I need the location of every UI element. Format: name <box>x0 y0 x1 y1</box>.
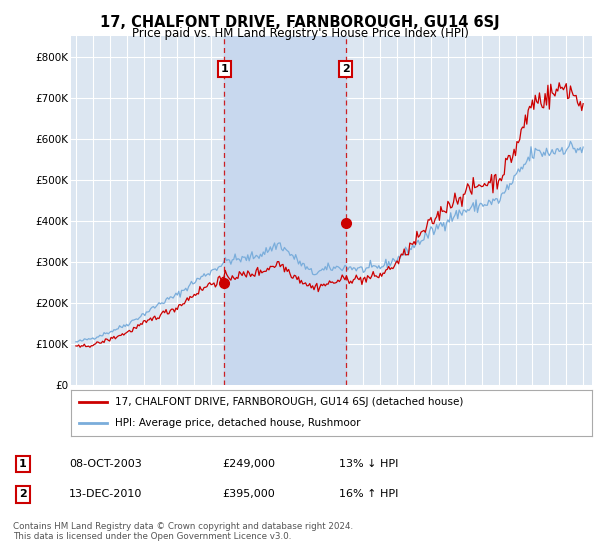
Text: Contains HM Land Registry data © Crown copyright and database right 2024.
This d: Contains HM Land Registry data © Crown c… <box>13 522 353 542</box>
Text: 1: 1 <box>220 64 228 74</box>
Text: Price paid vs. HM Land Registry's House Price Index (HPI): Price paid vs. HM Land Registry's House … <box>131 27 469 40</box>
Text: 17, CHALFONT DRIVE, FARNBOROUGH, GU14 6SJ: 17, CHALFONT DRIVE, FARNBOROUGH, GU14 6S… <box>100 15 500 30</box>
Text: 1: 1 <box>19 459 26 469</box>
Text: 2: 2 <box>19 489 26 500</box>
Text: £395,000: £395,000 <box>222 489 275 500</box>
Text: 16% ↑ HPI: 16% ↑ HPI <box>339 489 398 500</box>
Bar <box>224 36 346 385</box>
Text: 13-DEC-2010: 13-DEC-2010 <box>69 489 142 500</box>
Text: HPI: Average price, detached house, Rushmoor: HPI: Average price, detached house, Rush… <box>115 418 361 428</box>
Text: 13% ↓ HPI: 13% ↓ HPI <box>339 459 398 469</box>
Text: 08-OCT-2003: 08-OCT-2003 <box>69 459 142 469</box>
Text: 17, CHALFONT DRIVE, FARNBOROUGH, GU14 6SJ (detached house): 17, CHALFONT DRIVE, FARNBOROUGH, GU14 6S… <box>115 397 463 407</box>
Text: 2: 2 <box>341 64 349 74</box>
Text: £249,000: £249,000 <box>222 459 275 469</box>
